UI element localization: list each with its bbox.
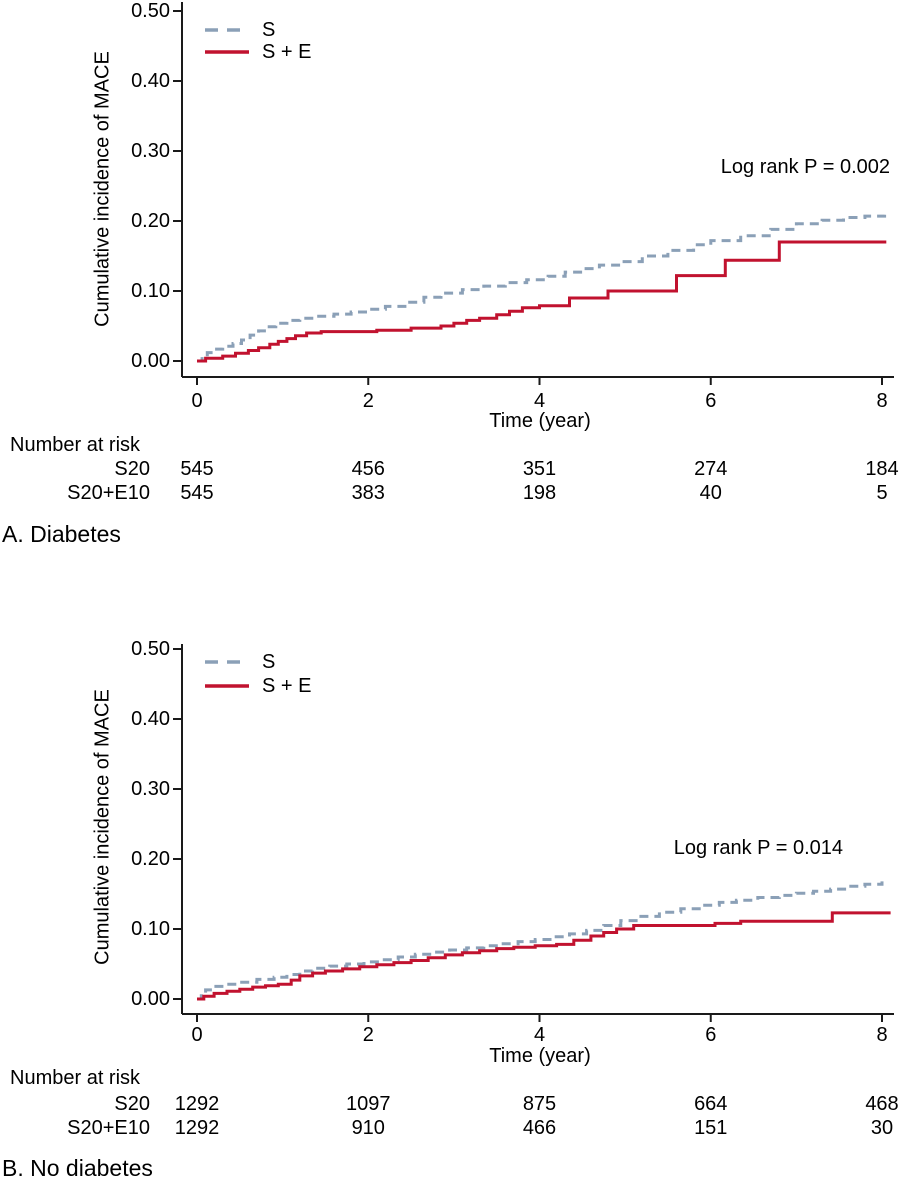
risk-row-label: S20+E10: [67, 482, 150, 504]
y-tick-label: 0.40: [131, 708, 170, 730]
x-tick-label: 6: [705, 1024, 717, 1046]
curve-s: [197, 214, 887, 363]
risk-value: 1097: [346, 1093, 391, 1115]
log-rank-annotation-a: Log rank P = 0.002: [720, 156, 890, 178]
legend-label-se-b: S + E: [262, 675, 312, 697]
risk-value: 1292: [174, 1093, 220, 1115]
x-axis-title-a: Time (year): [489, 410, 591, 432]
risk-table-header-b: Number at risk: [10, 1067, 141, 1089]
y-tick-label: 0.30: [131, 778, 170, 800]
risk-value: 351: [522, 458, 557, 480]
risk-value: 198: [522, 482, 557, 504]
x-axis-title-b: Time (year): [489, 1045, 591, 1067]
x-tick-label: 8: [876, 390, 888, 412]
y-tick-label: 0.00: [131, 350, 170, 372]
risk-value: 5: [876, 482, 888, 504]
x-tick-label: 2: [362, 390, 374, 412]
legend-label-se-a: S + E: [262, 41, 312, 63]
risk-value: 545: [180, 482, 214, 504]
risk-value: 30: [870, 1117, 894, 1139]
risk-row-label: S20: [114, 458, 150, 480]
log-rank-annotation-b: Log rank P = 0.014: [673, 837, 843, 859]
x-tick-label: 4: [533, 1024, 546, 1046]
curve-s-plus-e: [197, 911, 891, 1001]
risk-table-header-a: Number at risk: [10, 434, 141, 456]
risk-row-label: S20+E10: [67, 1117, 150, 1139]
y-tick-label: 0.40: [131, 70, 170, 92]
y-tick-label: 0.50: [131, 0, 170, 22]
y-tick-label: 0.20: [131, 848, 170, 870]
risk-value: 910: [351, 1117, 385, 1139]
x-tick-label: 6: [705, 390, 717, 412]
y-tick-label: 0.00: [131, 988, 170, 1010]
risk-value: 274: [694, 458, 728, 480]
risk-value: 466: [522, 1117, 557, 1139]
y-tick-label: 0.10: [131, 280, 170, 302]
risk-value: 545: [180, 458, 214, 480]
panel-caption-a: A. Diabetes: [2, 521, 121, 547]
risk-value: 468: [865, 1093, 899, 1115]
panel-caption-b: B. No diabetes: [2, 1155, 153, 1181]
risk-value: 875: [522, 1093, 557, 1115]
risk-value: 664: [694, 1093, 728, 1115]
x-tick-label: 8: [876, 1024, 888, 1046]
risk-value: 456: [351, 458, 385, 480]
risk-value: 1292: [174, 1117, 220, 1139]
legend-label-s-a: S: [262, 19, 276, 41]
x-tick-label: 2: [362, 1024, 374, 1046]
y-tick-label: 0.30: [131, 140, 170, 162]
risk-value: 151: [694, 1117, 728, 1139]
y-tick-label: 0.20: [131, 210, 170, 232]
x-tick-label: 4: [533, 390, 546, 412]
risk-value: 40: [699, 482, 722, 504]
x-tick-label: 0: [191, 1024, 203, 1046]
risk-value: 383: [351, 482, 385, 504]
y-tick-label: 0.50: [131, 638, 170, 660]
curve-s-plus-e: [197, 240, 887, 363]
risk-row-label: S20: [114, 1093, 150, 1115]
curve-s: [197, 881, 884, 1001]
risk-value: 184: [865, 458, 899, 480]
x-tick-label: 0: [191, 390, 203, 412]
legend-label-s-b: S: [262, 651, 276, 673]
y-tick-label: 0.10: [131, 918, 170, 940]
